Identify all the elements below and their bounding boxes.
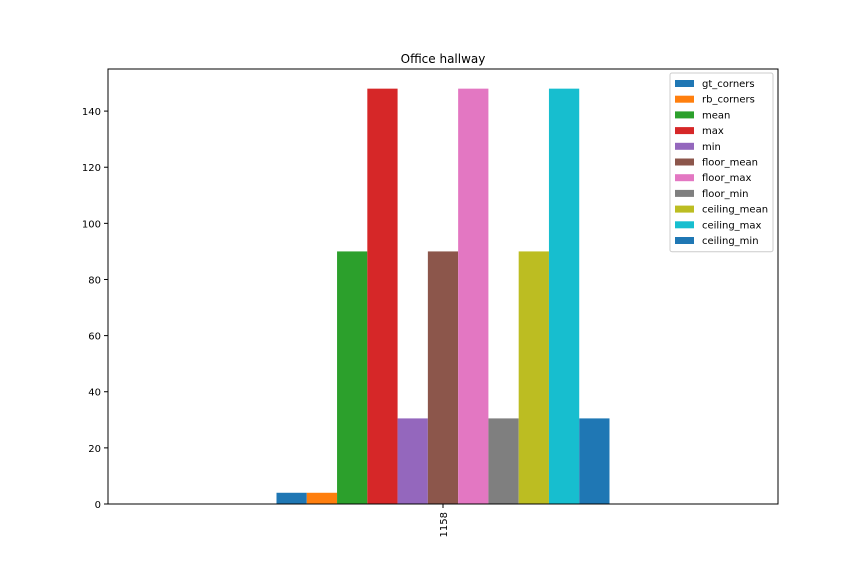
legend-swatch-max <box>675 127 694 135</box>
legend-label-mean: mean <box>702 110 730 121</box>
legend-label-min: min <box>702 142 721 153</box>
legend-label-ceiling_mean: ceiling_mean <box>702 205 768 216</box>
legend-label-rb_corners: rb_corners <box>702 95 755 106</box>
bar-min <box>397 418 428 504</box>
legend-swatch-min <box>675 142 694 150</box>
legend-label-ceiling_max: ceiling_max <box>702 220 762 231</box>
legend-box <box>669 72 774 253</box>
y-tick-label: 120 <box>82 163 101 174</box>
legend-label-floor_mean: floor_mean <box>702 158 758 169</box>
legend-label-floor_max: floor_max <box>702 173 752 184</box>
x-tick-label: 1158 <box>439 512 450 537</box>
y-tick-label: 100 <box>82 219 101 230</box>
bar-floor_min <box>488 418 519 504</box>
bar-floor_mean <box>427 251 459 504</box>
bar-gt_corners <box>276 492 307 504</box>
legend-label-gt_corners: gt_corners <box>702 79 755 90</box>
legend-label-floor_min: floor_min <box>702 189 749 200</box>
bar-max <box>367 88 398 505</box>
legend-swatch-gt_corners <box>675 80 694 87</box>
legend-swatch-floor_min <box>675 189 694 197</box>
legend-label-max: max <box>702 126 724 137</box>
bar-ceiling_min <box>579 418 610 504</box>
y-tick-label: 60 <box>88 332 101 343</box>
legend-swatch-ceiling_mean <box>675 205 694 213</box>
legend-swatch-ceiling_max <box>675 221 694 229</box>
legend-swatch-floor_max <box>675 174 694 182</box>
legend-swatch-mean <box>675 111 694 119</box>
y-tick-label: 140 <box>82 107 101 118</box>
legend-label-ceiling_min: ceiling_min <box>702 236 759 247</box>
legend-swatch-floor_mean <box>675 158 694 166</box>
chart-title: Office hallway <box>401 52 486 66</box>
bar-rb_corners <box>306 492 338 504</box>
y-tick-label: 20 <box>88 444 101 455</box>
y-axis: 0 20 40 60 80 100 120 140 <box>82 107 108 511</box>
x-axis: 1158 <box>439 504 450 537</box>
y-tick-label: 80 <box>88 275 101 286</box>
y-tick-label: 40 <box>88 388 101 399</box>
bar-ceiling_max <box>548 88 580 505</box>
legend-swatch-ceiling_min <box>675 237 694 244</box>
legend-swatch-rb_corners <box>675 95 694 103</box>
bars-group <box>276 88 610 505</box>
bar-mean <box>337 251 368 504</box>
bar-floor_max <box>458 88 489 505</box>
y-tick-label: 0 <box>95 500 101 511</box>
bar-ceiling_mean <box>518 251 549 504</box>
